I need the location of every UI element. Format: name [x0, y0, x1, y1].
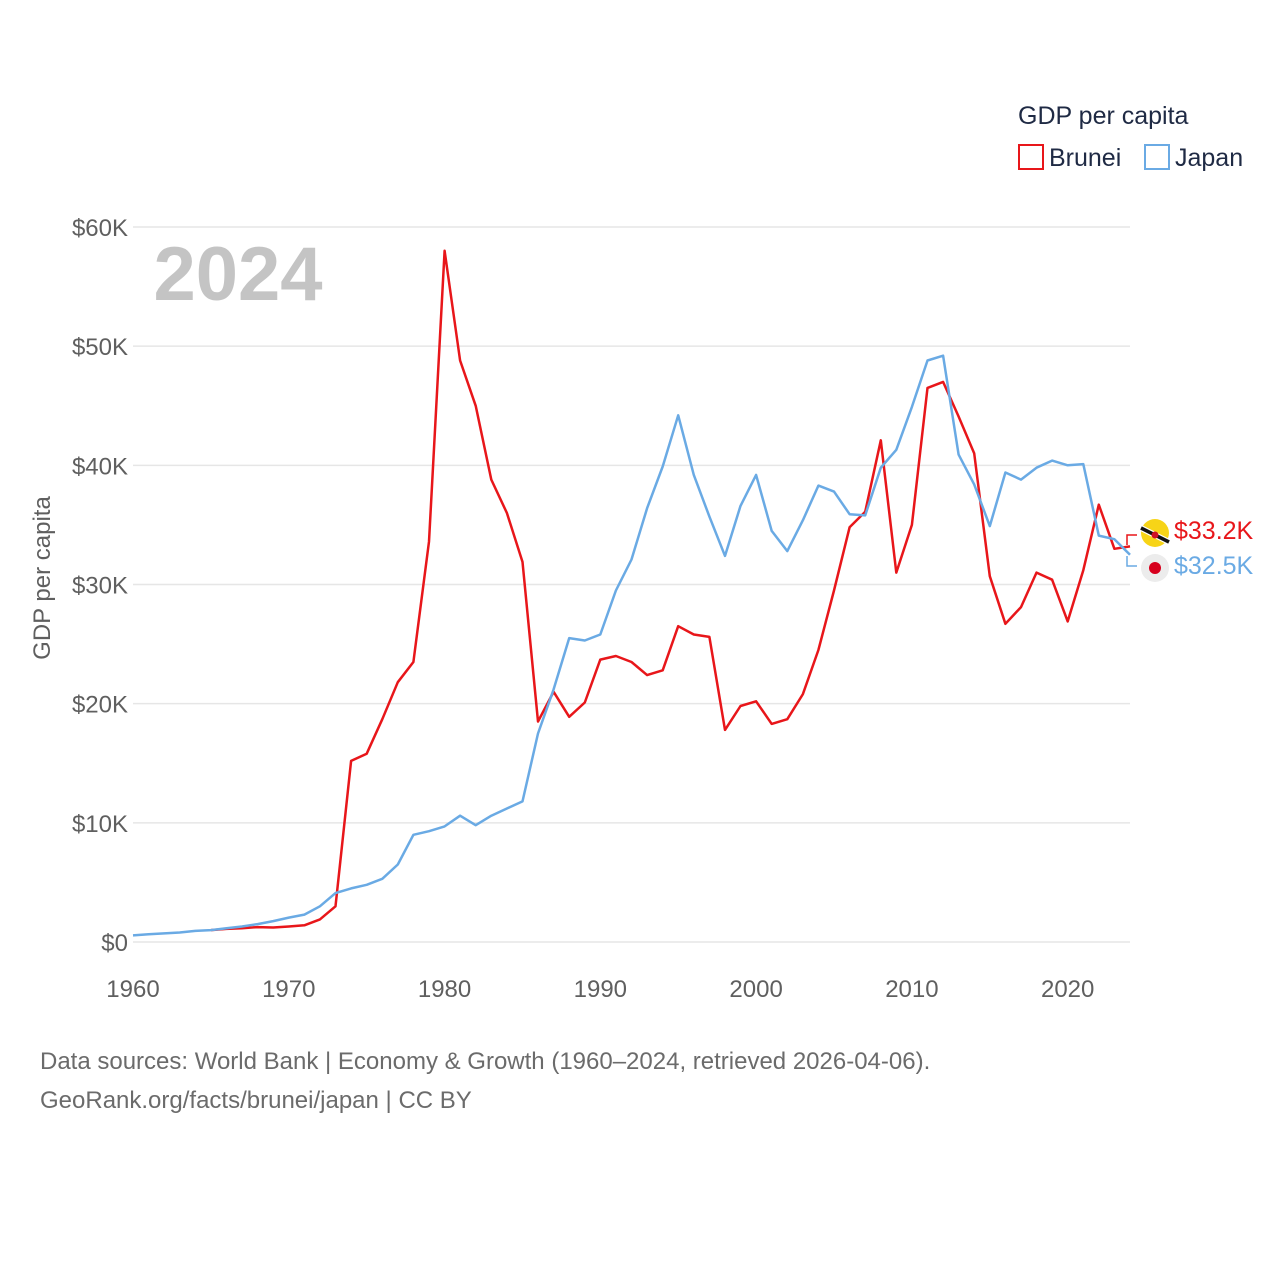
legend-item-brunei[interactable]: Brunei — [1018, 144, 1121, 172]
series-line-japan — [132, 354, 1131, 937]
credit-text: GeoRank.org/facts/brunei/japan | CC BY — [40, 1087, 472, 1114]
x-tick-label: 2010 — [885, 976, 938, 1003]
grid-lines — [133, 226, 1130, 943]
brunei-end-label: $33.2K — [1174, 517, 1254, 545]
x-tick-label: 1980 — [418, 976, 471, 1003]
x-tick-label: 2000 — [729, 976, 782, 1003]
legend: GDP per capita Brunei Japan — [1018, 102, 1243, 172]
legend-title: GDP per capita — [1018, 102, 1189, 130]
y-tick-label: $50K — [72, 334, 128, 361]
y-tick-label: $60K — [72, 215, 128, 242]
x-tick-label: 1990 — [574, 976, 627, 1003]
series-line-brunei — [210, 249, 1131, 932]
y-tick-label: $0 — [101, 930, 128, 957]
japan-flag-icon — [1141, 554, 1169, 582]
legend-item-japan[interactable]: Japan — [1144, 144, 1243, 172]
end-markers: $33.2K $32.5K — [1126, 517, 1254, 582]
y-tick-label: $30K — [72, 573, 128, 600]
series-lines — [132, 249, 1131, 937]
legend-label-japan: Japan — [1175, 144, 1243, 172]
data-sources-text: Data sources: World Bank | Economy & Gro… — [40, 1048, 931, 1075]
y-tick-label: $20K — [72, 692, 128, 719]
brunei-flag-icon — [1139, 519, 1171, 547]
legend-label-brunei: Brunei — [1049, 144, 1121, 172]
y-tick-label: $10K — [72, 811, 128, 838]
year-label: 2024 — [153, 232, 322, 317]
brunei-end-connector — [1126, 534, 1137, 545]
x-tick-label: 2020 — [1041, 976, 1094, 1003]
x-tick-label: 1970 — [262, 976, 315, 1003]
y-axis-label: GDP per capita — [29, 496, 56, 660]
x-tick-label: 1960 — [106, 976, 159, 1003]
japan-end-label: $32.5K — [1174, 552, 1254, 580]
legend-swatch-brunei — [1018, 144, 1044, 170]
legend-swatch-japan — [1144, 144, 1170, 170]
y-tick-label: $40K — [72, 453, 128, 480]
x-axis-ticks: 1960 1970 1980 1990 2000 2010 2020 — [106, 976, 1094, 1003]
footer: Data sources: World Bank | Economy & Gro… — [40, 1042, 930, 1120]
japan-end-connector — [1126, 556, 1137, 567]
y-axis-ticks: $0 $10K $20K $30K $40K $50K $60K — [72, 215, 128, 957]
